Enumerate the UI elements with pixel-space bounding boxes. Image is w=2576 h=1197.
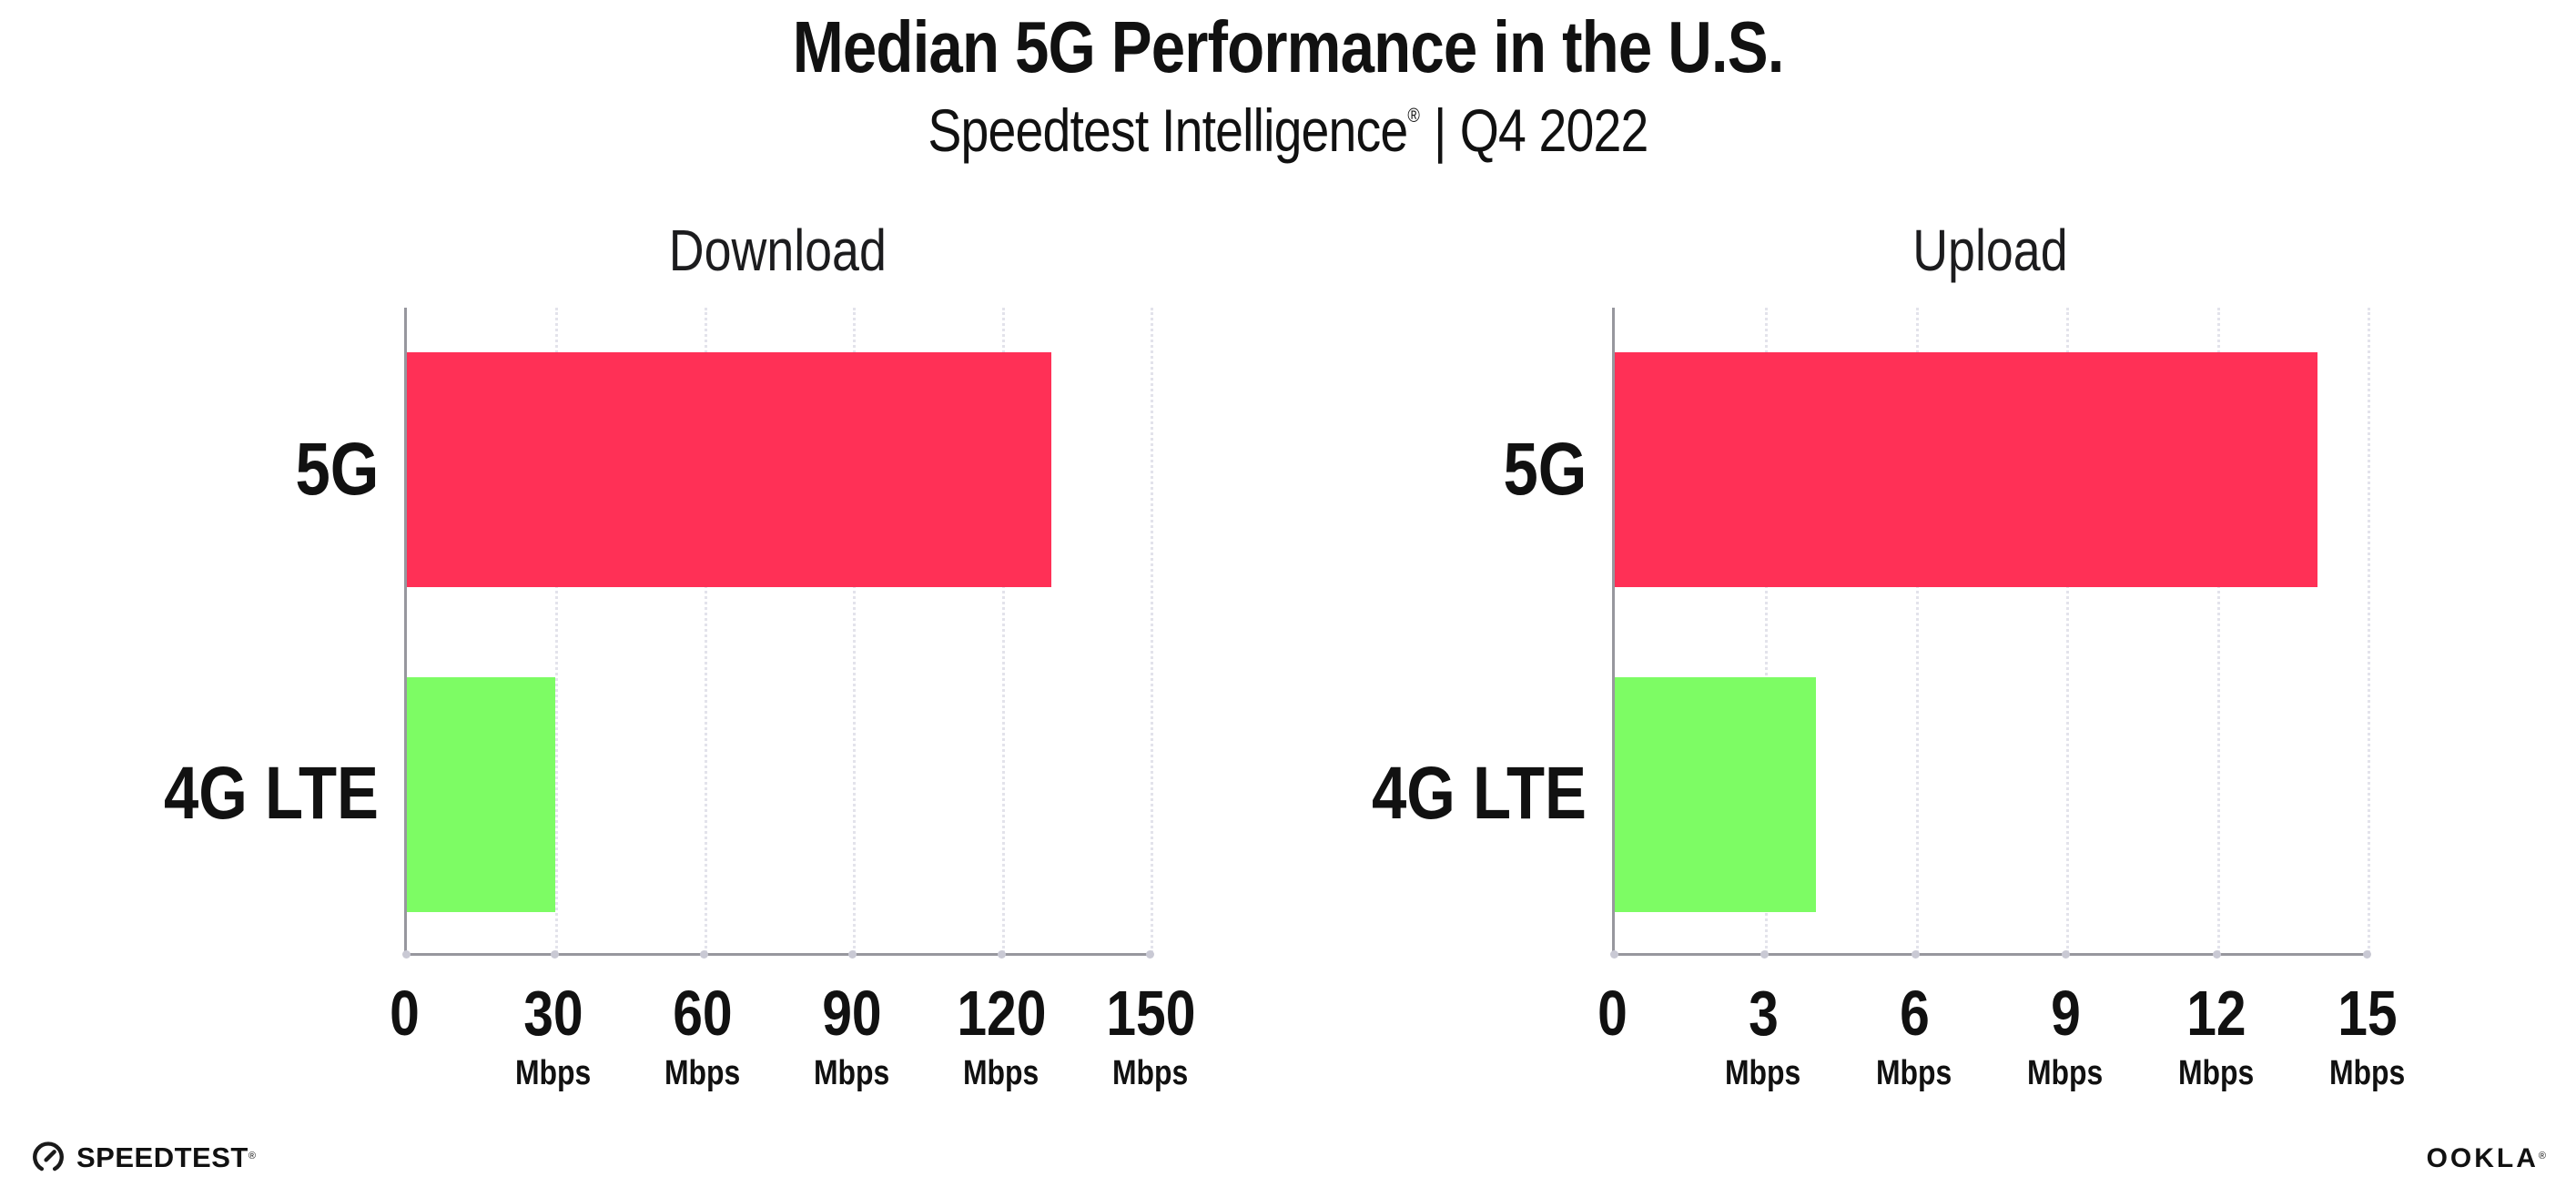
speedtest-gauge-icon bbox=[31, 1140, 66, 1174]
page-title-text: Median 5G Performance in the U.S. bbox=[792, 6, 1785, 87]
subtitle-text: Speedtest Intelligence® | Q4 2022 bbox=[928, 95, 1648, 167]
axis-tick-dot bbox=[1911, 950, 1920, 959]
x-tick: 120 Mbps bbox=[865, 981, 1138, 1090]
x-tick-value: 12 bbox=[2186, 978, 2246, 1049]
upload-x-axis: 0 3 Mbps 6 Mbps 9 Mbps 12 Mbps 15 Mbps bbox=[1597, 981, 2406, 1109]
gridline bbox=[1915, 308, 1919, 953]
upload-plot-area: 5G 4G LTE bbox=[1372, 308, 2371, 959]
x-tick: 90 Mbps bbox=[715, 981, 989, 1090]
x-tick: 3 Mbps bbox=[1627, 981, 1900, 1090]
gridline bbox=[2368, 308, 2370, 953]
category-label-4g-lte: 4G LTE bbox=[1371, 751, 1587, 835]
x-tick: 6 Mbps bbox=[1778, 981, 2051, 1090]
x-tick-unit: Mbps bbox=[963, 1054, 1040, 1092]
upload-chart-title: Upload bbox=[1912, 218, 2068, 283]
axis-tick-dot bbox=[699, 950, 708, 959]
x-tick-value: 60 bbox=[673, 978, 733, 1049]
x-tick: 150 Mbps bbox=[1014, 981, 1287, 1090]
axis-tick-dot bbox=[2062, 950, 2071, 959]
gridline bbox=[2216, 308, 2220, 953]
x-tick: 30 Mbps bbox=[417, 981, 690, 1090]
page-title: Median 5G Performance in the U.S. bbox=[0, 9, 2576, 86]
speedtest-logo: SPEEDTEST® bbox=[31, 1140, 256, 1174]
x-tick-unit: Mbps bbox=[2027, 1054, 2104, 1092]
axis-tick-dot bbox=[2212, 950, 2221, 959]
subtitle: Speedtest Intelligence® | Q4 2022 bbox=[0, 95, 2576, 167]
download-x-axis: 0 30 Mbps 60 Mbps 90 Mbps 120 Mbps 150 M… bbox=[390, 981, 1195, 1109]
x-tick-unit: Mbps bbox=[1725, 1054, 1801, 1092]
gridline bbox=[555, 308, 559, 953]
registered-trademark-mark: ® bbox=[248, 1150, 257, 1161]
x-tick-value: 30 bbox=[523, 978, 583, 1049]
x-tick-value: 15 bbox=[2338, 978, 2398, 1049]
axis-tick-dot bbox=[2363, 950, 2371, 959]
subtitle-divider: | bbox=[1434, 96, 1446, 164]
x-tick-value: 90 bbox=[822, 978, 882, 1049]
download-plot-area: 5G 4G LTE bbox=[164, 308, 1154, 959]
category-label-5g: 5G bbox=[295, 427, 379, 511]
bar-5g-upload bbox=[1615, 351, 2317, 587]
axis-tick-dot bbox=[997, 950, 1006, 959]
bar-4g-lte-upload bbox=[1615, 676, 1816, 912]
gridline bbox=[853, 308, 857, 953]
x-tick-unit: Mbps bbox=[2178, 1054, 2255, 1092]
category-label-4g-lte: 4G LTE bbox=[163, 751, 379, 835]
gridline bbox=[1001, 308, 1005, 953]
x-tick-unit: Mbps bbox=[2329, 1054, 2406, 1092]
x-tick-value: 0 bbox=[389, 978, 420, 1049]
x-tick: 9 Mbps bbox=[1929, 981, 2202, 1090]
x-tick-unit: Mbps bbox=[814, 1054, 890, 1092]
x-tick-value: 9 bbox=[2050, 978, 2081, 1049]
x-tick-unit: Mbps bbox=[515, 1054, 592, 1092]
gridline bbox=[2066, 308, 2070, 953]
category-label-5g: 5G bbox=[1503, 427, 1587, 511]
axis-tick-dot bbox=[1610, 950, 1618, 959]
x-tick: 12 Mbps bbox=[2080, 981, 2353, 1090]
x-tick-unit: Mbps bbox=[1112, 1054, 1189, 1092]
gridline bbox=[1765, 308, 1769, 953]
axis-tick-dot bbox=[551, 950, 560, 959]
x-tick-value: 0 bbox=[1597, 978, 1628, 1049]
download-chart-title: Download bbox=[668, 218, 887, 283]
x-tick: 60 Mbps bbox=[566, 981, 839, 1090]
registered-trademark-mark: ® bbox=[2538, 1151, 2549, 1161]
bar-5g-download bbox=[407, 351, 1052, 587]
x-tick-unit: Mbps bbox=[664, 1054, 741, 1092]
report-period: Q4 2022 bbox=[1459, 96, 1649, 164]
gridline bbox=[1151, 308, 1153, 953]
bar-4g-lte-download bbox=[407, 676, 556, 912]
x-tick: 0 bbox=[268, 981, 541, 1045]
speedtest-wordmark: SPEEDTEST® bbox=[76, 1141, 257, 1173]
x-tick-unit: Mbps bbox=[1876, 1054, 1952, 1092]
x-tick-value: 6 bbox=[1899, 978, 1930, 1049]
ookla-logo: OOKLA® bbox=[2427, 1145, 2549, 1172]
axis-tick-dot bbox=[1146, 950, 1154, 959]
ookla-wordmark: OOKLA bbox=[2426, 1143, 2539, 1173]
axis-tick-dot bbox=[1760, 950, 1770, 959]
brand-name: Speedtest Intelligence bbox=[928, 96, 1408, 164]
registered-trademark-mark: ® bbox=[1407, 104, 1420, 127]
x-tick: 15 Mbps bbox=[2231, 981, 2504, 1090]
axis-tick-dot bbox=[402, 950, 411, 959]
x-tick-value: 120 bbox=[956, 978, 1047, 1049]
x-tick-value: 3 bbox=[1748, 978, 1779, 1049]
x-tick: 0 bbox=[1476, 981, 1749, 1045]
axis-tick-dot bbox=[848, 950, 857, 959]
gridline bbox=[704, 308, 707, 953]
x-tick-value: 150 bbox=[1105, 978, 1196, 1049]
